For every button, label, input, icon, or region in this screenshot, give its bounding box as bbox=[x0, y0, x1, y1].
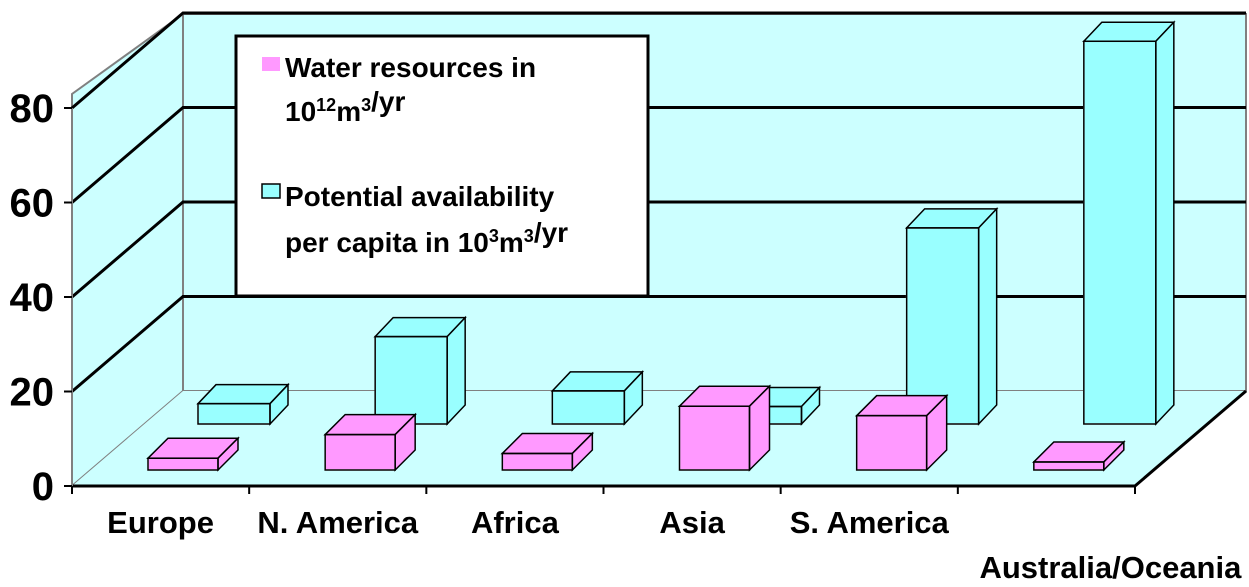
category-label: Australia/Oceania bbox=[979, 550, 1242, 585]
gridline bbox=[71, 200, 1246, 299]
y-tick-label: 0 bbox=[32, 465, 54, 509]
y-tick-label: 80 bbox=[10, 87, 55, 131]
bar-availability-2 bbox=[550, 370, 645, 426]
legend-swatch-potential-availability bbox=[261, 183, 281, 199]
category-label: N. America bbox=[257, 505, 419, 540]
legend: Water resources in 1012m3/yr Potential a… bbox=[234, 34, 650, 298]
category-label: Europe bbox=[107, 505, 214, 540]
legend-label-potential-availability-line2: per capita in 103m3/yr bbox=[285, 217, 568, 258]
y-axis-tick-labels: 0 20 40 60 80 bbox=[10, 87, 55, 509]
gridline bbox=[71, 106, 1246, 204]
category-label: Africa bbox=[471, 505, 560, 540]
y-tick-label: 40 bbox=[10, 276, 55, 320]
bar-water-resources-4 bbox=[854, 393, 949, 472]
y-tick-label: 60 bbox=[10, 182, 55, 226]
bar-water-resources-2 bbox=[500, 431, 595, 472]
bar-availability-5 bbox=[1082, 20, 1176, 426]
bar-water-resources-0 bbox=[146, 436, 240, 472]
bar-availability-0 bbox=[196, 382, 290, 426]
legend-label-potential-availability-line1: Potential availability bbox=[285, 181, 555, 212]
bar-availability-4 bbox=[904, 207, 999, 426]
gridlines bbox=[71, 11, 1246, 393]
front-row-bars bbox=[146, 384, 1126, 472]
bar-water-resources-1 bbox=[323, 412, 417, 472]
category-labels: Europe N. America Africa Asia S. America Aust… bbox=[107, 505, 1242, 585]
floor-right-edge bbox=[1134, 389, 1247, 488]
back-row-bars bbox=[196, 20, 1176, 426]
bar-water-resources-5 bbox=[1032, 440, 1126, 472]
legend-swatch-water-resources bbox=[262, 57, 280, 71]
gridline bbox=[71, 295, 1246, 393]
category-label: S. America bbox=[790, 505, 950, 540]
axes bbox=[64, 107, 1247, 494]
y-tick-label: 20 bbox=[10, 371, 55, 415]
category-label: Asia bbox=[659, 505, 725, 540]
gridline bbox=[71, 11, 1246, 110]
legend-label-water-resources-line1: Water resources in bbox=[285, 52, 536, 83]
bar-water-resources-3 bbox=[677, 384, 772, 472]
bar-availability-1 bbox=[373, 315, 467, 426]
legend-box bbox=[234, 34, 650, 298]
legend-label-water-resources-line2: 1012m3/yr bbox=[285, 86, 405, 127]
